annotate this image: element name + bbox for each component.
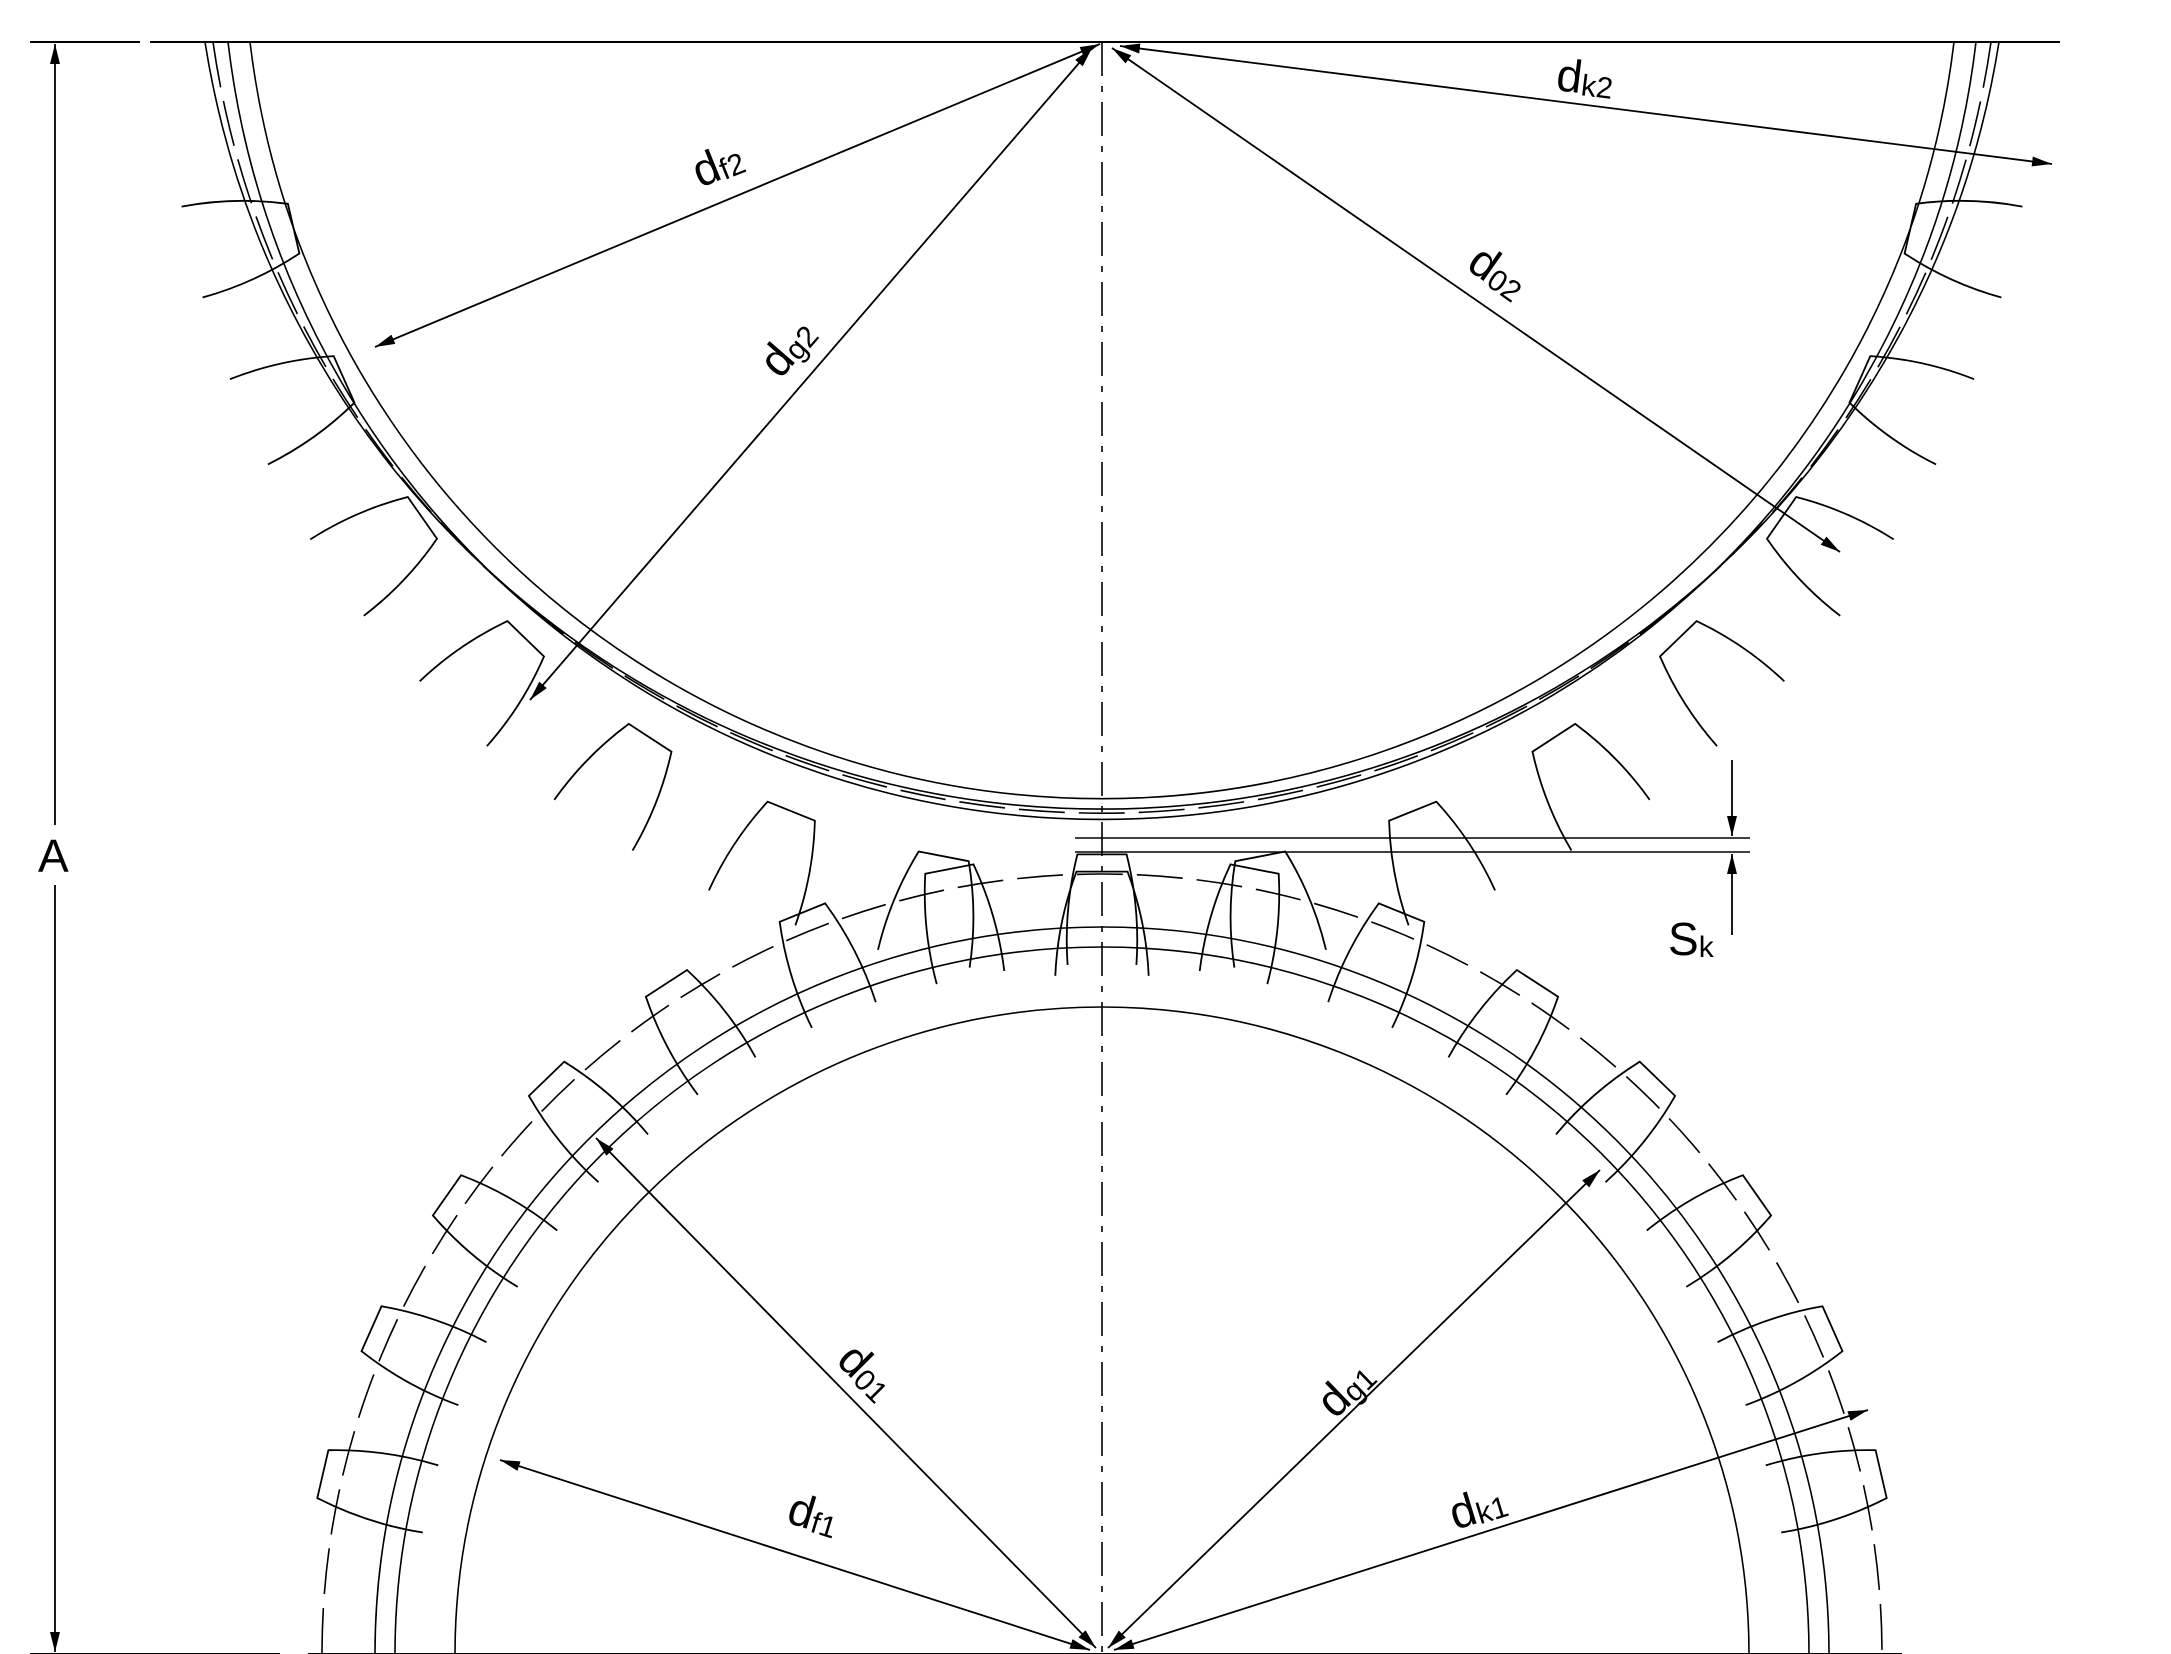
svg-text:d01: d01	[828, 1332, 906, 1410]
label-d02: d02	[1459, 234, 1537, 310]
label-dg1: dg1	[1306, 1349, 1385, 1427]
gear-tooth	[1555, 1060, 1677, 1183]
gear-tooth	[644, 968, 757, 1096]
gear-tooth	[181, 199, 301, 299]
gear-tooth	[1848, 355, 1975, 466]
lower-gear-root-circle	[394, 946, 1810, 1654]
label-d01: d01	[828, 1332, 906, 1410]
gear-tooth	[1717, 1305, 1844, 1407]
gear-tooth	[778, 902, 877, 1029]
lower-dimensions	[499, 1137, 1869, 1651]
lower-gear	[316, 853, 1888, 1654]
lower-gear-pitch-circle	[321, 873, 1883, 1654]
gear-tooth	[229, 355, 356, 466]
upper-gear-root-circle	[204, 41, 2000, 810]
gear-tooth	[1646, 1174, 1773, 1288]
gear-tooth	[1198, 863, 1281, 985]
reference-lines	[30, 41, 2060, 1654]
gear-tooth	[1054, 870, 1150, 976]
gear-tooth	[1765, 1449, 1888, 1534]
svg-text:dg2: dg2	[748, 308, 826, 387]
dim-dk1-line	[1113, 1409, 1869, 1651]
gear-tooth	[1447, 968, 1560, 1096]
label-dg2: dg2	[748, 308, 826, 387]
svg-text:df2: df2	[684, 130, 750, 197]
dim-sk	[1075, 760, 1750, 935]
upper-gear-pitch-circle	[212, 41, 1992, 814]
gear-tooth	[316, 1449, 439, 1534]
upper-gear-teeth	[181, 199, 2023, 976]
gear-tooth	[923, 863, 1006, 985]
dim-dk2-line	[1119, 43, 2053, 167]
gear-tooth	[309, 495, 439, 617]
gear-tooth	[1658, 620, 1785, 747]
dim-df2-line	[374, 43, 1101, 348]
lower-gear-base-circle	[374, 926, 1830, 1654]
gear-tooth	[1229, 850, 1327, 968]
label-sk: Sk	[1668, 913, 1715, 965]
gear-tooth	[527, 1060, 649, 1183]
gear-tooth	[553, 722, 673, 852]
lower-gear-tip-circle	[454, 1006, 1750, 1654]
gear-tooth	[877, 850, 975, 968]
label-dk1: dk1	[1443, 1473, 1513, 1539]
gear-tooth	[1388, 800, 1496, 926]
svg-text:df1: df1	[782, 1482, 846, 1547]
gear-tooth	[1065, 853, 1139, 965]
label-a: A	[38, 830, 69, 882]
svg-text:dk2: dk2	[1554, 48, 1617, 107]
gear-tooth	[1327, 902, 1426, 1029]
svg-text:d02: d02	[1459, 234, 1537, 310]
gear-tooth	[1531, 722, 1651, 852]
svg-text:dg1: dg1	[1306, 1349, 1385, 1427]
gear-tooth	[708, 800, 816, 926]
svg-text:dk1: dk1	[1443, 1473, 1513, 1539]
label-df1: df1	[782, 1482, 846, 1547]
gear-tooth	[419, 620, 546, 747]
gear-tooth	[431, 1174, 558, 1288]
upper-dimensions	[374, 43, 2053, 701]
label-dk2: dk2	[1554, 48, 1617, 107]
gear-tooth	[1903, 199, 2023, 299]
dim-df1-line	[499, 1459, 1091, 1651]
label-df2: df2	[684, 130, 750, 197]
lower-gear-teeth	[316, 853, 1888, 1534]
dim-dg2-line	[529, 47, 1093, 701]
gear-tooth	[360, 1305, 487, 1407]
